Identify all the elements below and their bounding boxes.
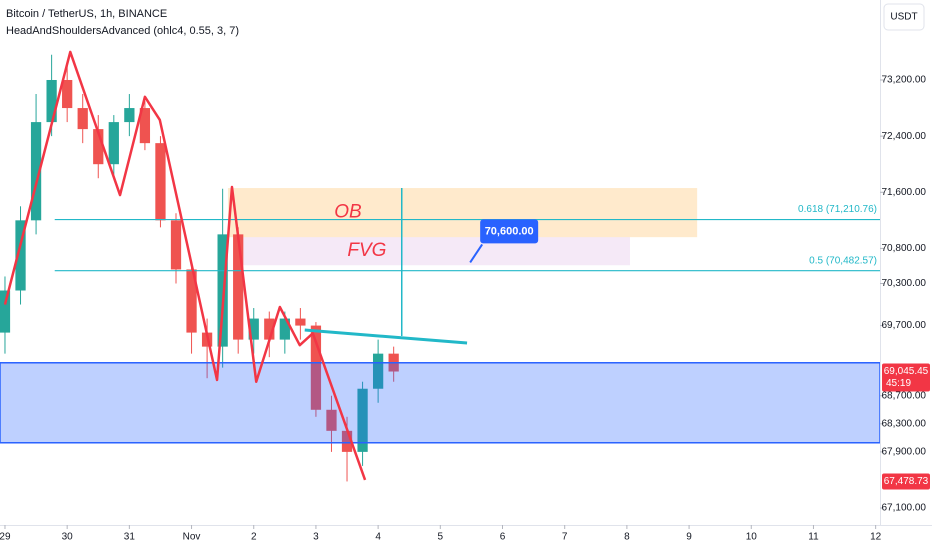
candle-body [139,108,151,144]
candle-body [295,318,306,326]
x-tick-label: 5 [438,532,444,543]
y-tick-label: 67,900.00 [882,447,927,458]
x-tick-label: 4 [375,532,381,543]
currency-label[interactable]: USDT [890,12,917,23]
y-tick-label: 70,300.00 [882,278,927,289]
low-price-label: 67,478.73 [884,476,929,487]
y-tick-label: 69,700.00 [882,320,927,331]
x-tick-label: 9 [686,532,692,543]
candle-body [0,290,11,333]
candle-body [46,79,57,123]
x-tick-label: 7 [562,532,568,543]
candle-body [170,220,182,270]
note-label: 70,600.00 [485,225,534,237]
x-tick-label: 11 [808,532,819,543]
demand-zone [0,362,880,444]
last-price-label: 69,045.45 [884,366,929,377]
candle-body [310,325,322,410]
box-label: OB [334,202,362,223]
box-label: FVG [347,240,386,261]
candle-body [62,79,73,109]
last-price-tag [882,363,930,392]
currency-button[interactable] [883,3,925,31]
x-tick-label: 30 [62,532,74,543]
candle-body [279,318,290,340]
candle-body [108,122,119,165]
candle-body [124,108,135,123]
y-tick-label: 71,600.00 [882,187,927,198]
low-price-tag [882,473,930,490]
y-tick-label: 68,300.00 [882,418,927,429]
x-tick-label: 12 [870,532,882,543]
note-pointer [469,243,483,263]
y-tick-label: 67,100.00 [882,503,927,514]
trend-line [304,328,468,345]
x-tick-label: 3 [313,532,319,543]
x-tick-label: 29 [0,532,11,543]
y-tick-label: 68,700.00 [882,390,927,401]
candle-body [30,122,42,221]
candle-body [186,269,197,333]
fib-label: 0.618 (71,210.76) [798,204,877,215]
countdown-label: 45:19 [886,378,911,389]
x-tick-label: 10 [746,532,758,543]
y-tick-label: 72,400.00 [882,131,927,142]
zone-box [227,188,698,238]
candle-body [326,409,337,431]
y-tick-label: 73,200.00 [882,75,927,86]
x-tick-label: 8 [624,532,630,543]
x-tick-label: 2 [251,532,257,543]
candle-body [264,318,275,340]
fib-label: 0.5 (70,482.57) [809,255,877,266]
zone-box [236,237,630,266]
candle-body [341,430,353,452]
y-tick-label: 70,800.00 [882,243,927,254]
plot-area: OB FVG 0.618 (71,210.76) 0.5 (70,482.57) 70,… [0,50,880,482]
candle-body [77,108,88,130]
candle-body [155,143,166,221]
chart-title: Bitcoin / TetherUS, 1h, BINANCE [6,8,167,20]
candle-body [357,388,368,452]
x-tick-label: Nov [183,532,201,543]
candle-body [372,353,384,389]
indicator-label: HeadAndShouldersAdvanced (ohlc4, 0.55, 3… [6,25,239,37]
pattern-line [3,50,367,481]
candle-body [217,234,228,347]
candle-body [248,318,259,340]
note-box [480,219,539,244]
candle-body [15,220,26,291]
candle-body [93,129,104,165]
candle-body [233,234,244,340]
x-tick-label: 6 [500,532,506,543]
x-tick-label: 31 [124,532,136,543]
